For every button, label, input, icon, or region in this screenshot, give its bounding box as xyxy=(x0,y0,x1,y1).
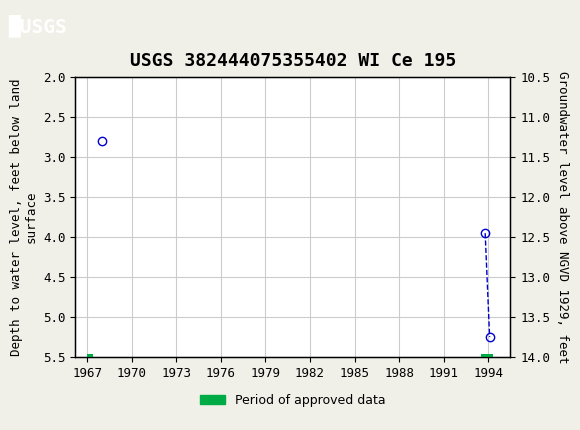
Title: USGS 382444075355402 WI Ce 195: USGS 382444075355402 WI Ce 195 xyxy=(130,52,456,70)
Y-axis label: Groundwater level above NGVD 1929, feet: Groundwater level above NGVD 1929, feet xyxy=(556,71,568,363)
Y-axis label: Depth to water level, feet below land
surface: Depth to water level, feet below land su… xyxy=(10,78,38,356)
Legend: Period of approved data: Period of approved data xyxy=(195,389,391,412)
Bar xyxy=(481,354,492,359)
Bar xyxy=(87,354,93,359)
Text: █USGS: █USGS xyxy=(9,15,67,37)
